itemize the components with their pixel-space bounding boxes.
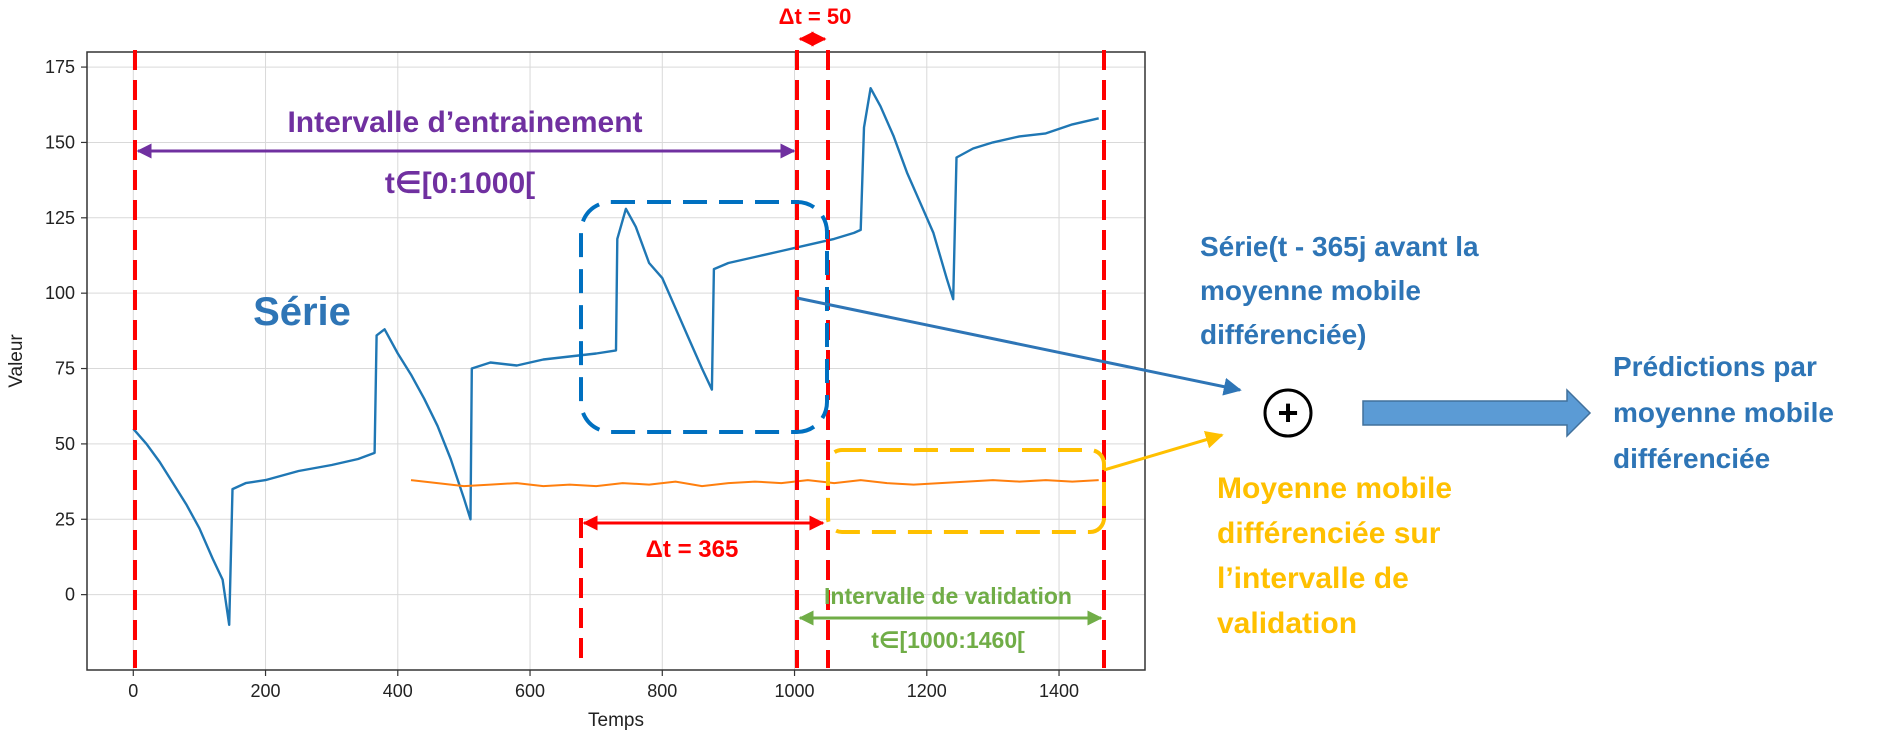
- validation-interval-title: Intervalle de validation: [824, 583, 1072, 609]
- predictions-text: Prédictions par moyenne mobile différenc…: [1613, 351, 1834, 474]
- x-axis-title: Temps: [588, 710, 644, 731]
- x-tick-label: 1200: [907, 681, 947, 701]
- x-tick-label: 0: [128, 681, 138, 701]
- dt365-label: Δt = 365: [646, 536, 739, 563]
- series-line-2: [410, 479, 1099, 488]
- x-tick-label: 1400: [1039, 681, 1079, 701]
- predictions-line-3: différenciée: [1613, 443, 1770, 474]
- series-line-1: [132, 87, 1099, 626]
- lagged-window-box: [579, 200, 829, 434]
- predictions-line-2: moyenne mobile: [1613, 397, 1834, 428]
- x-tick-label: 600: [515, 681, 545, 701]
- dt50-label: Δt = 50: [779, 4, 852, 29]
- y-tick-label: 150: [45, 132, 75, 152]
- tick-layer: 0 200 400 600 800 1000 1200 1400 0 25 50 75 100 125 15…: [45, 57, 1079, 701]
- plus-icon: +: [1277, 392, 1298, 433]
- validation-interval-range: t∈[1000:1460[: [871, 627, 1025, 653]
- y-tick-label: 100: [45, 283, 75, 303]
- lagged-series-line-2: moyenne mobile: [1200, 275, 1421, 306]
- y-tick-label: 50: [55, 434, 75, 454]
- y-tick-label: 75: [55, 359, 75, 379]
- series-layer: [132, 87, 1099, 626]
- y-axis-title: Valeur: [6, 334, 27, 388]
- x-tick-label: 1000: [775, 681, 815, 701]
- training-interval-range: t∈[0:1000[: [385, 167, 535, 200]
- x-tick-label: 800: [647, 681, 677, 701]
- validation-average-box: [826, 448, 1106, 534]
- lagged-series-line-3: différenciée): [1200, 319, 1367, 350]
- y-tick-label: 0: [65, 585, 75, 605]
- lagged-series-text: Série(t - 365j avant la moyenne mobile d…: [1200, 231, 1479, 350]
- moving-average-line-4: validation: [1217, 607, 1357, 640]
- lagged-series-line-1: Série(t - 365j avant la: [1200, 231, 1479, 262]
- x-tick-label: 400: [383, 681, 413, 701]
- y-tick-label: 175: [45, 57, 75, 77]
- y-tick-label: 25: [55, 509, 75, 529]
- sum-circle: [1263, 388, 1313, 438]
- moving-average-line-3: l’intervalle de: [1217, 562, 1409, 595]
- plot-frame: [86, 51, 1146, 671]
- serie-label: Série: [253, 290, 351, 334]
- block-arrow: [1362, 388, 1592, 438]
- moving-average-connector: [1103, 430, 1224, 472]
- moving-average-line-1: Moyenne mobile: [1217, 472, 1452, 505]
- training-interval-title: Intervalle d’entrainement: [287, 106, 642, 139]
- lagged-series-connector: [796, 296, 1242, 396]
- x-tick-label: 200: [251, 681, 281, 701]
- predictions-line-1: Prédictions par: [1613, 351, 1817, 382]
- moving-average-line-2: différenciée sur: [1217, 517, 1441, 550]
- y-tick-label: 125: [45, 208, 75, 228]
- moving-average-text: Moyenne mobile différenciée sur l’interv…: [1217, 472, 1452, 640]
